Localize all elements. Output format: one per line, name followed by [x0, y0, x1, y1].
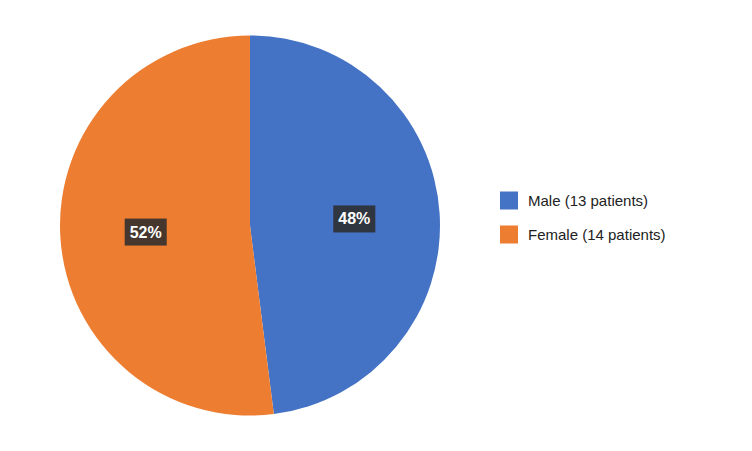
pie	[60, 36, 440, 416]
chart: 48% 52% Male (13 patients) Female (14 patie…	[0, 0, 752, 451]
legend-label: Male (13 patients)	[528, 192, 648, 209]
legend-swatch	[500, 226, 518, 244]
data-label-box	[333, 205, 375, 232]
pie-slice	[60, 36, 274, 416]
data-label: 52%	[130, 224, 162, 241]
legend-item: Female (14 patients)	[500, 226, 666, 244]
legend: Male (13 patients) Female (14 patients)	[500, 192, 666, 244]
legend-swatch	[500, 192, 518, 210]
data-label-group: 48%	[333, 205, 375, 232]
data-labels: 48% 52%	[125, 205, 376, 245]
legend-label: Female (14 patients)	[528, 226, 666, 243]
data-label-group: 52%	[125, 219, 167, 246]
data-label: 48%	[338, 210, 370, 227]
legend-item: Male (13 patients)	[500, 192, 648, 210]
data-label-box	[125, 219, 167, 246]
pie-slice	[250, 36, 440, 415]
